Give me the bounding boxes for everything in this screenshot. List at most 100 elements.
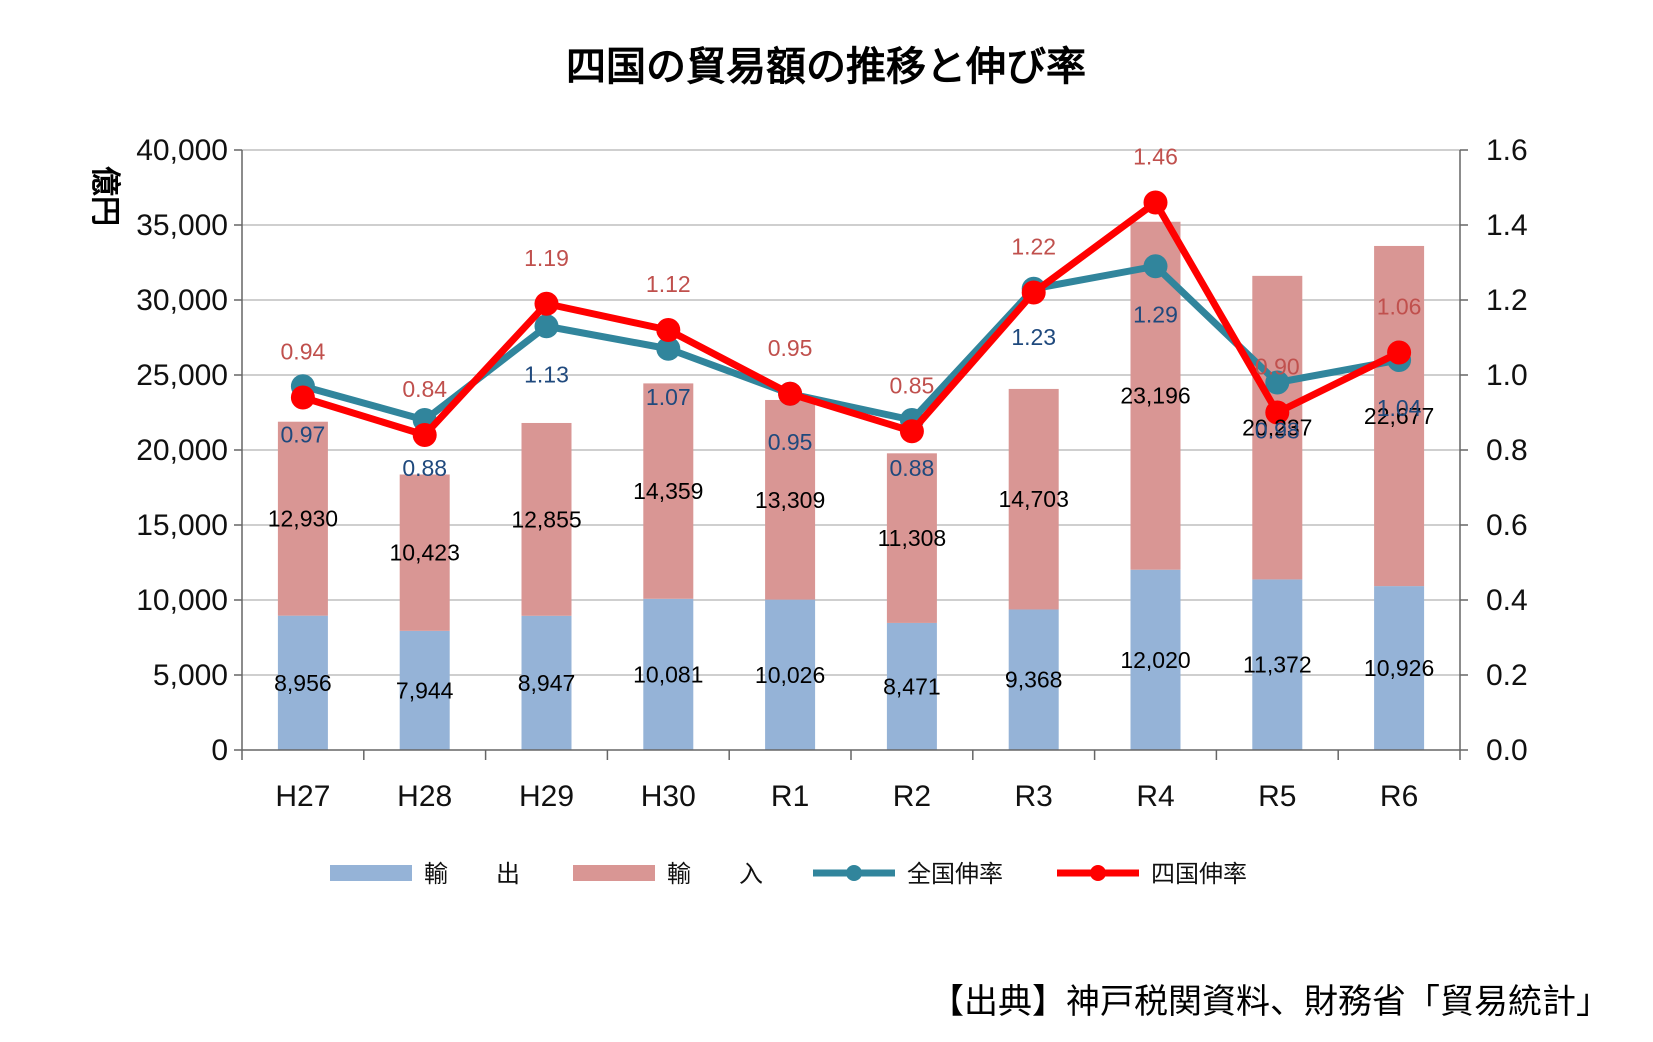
import-value-label: 14,703: [999, 486, 1069, 512]
x-tick-label: H27: [275, 780, 330, 813]
y2-tick-label: 1.6: [1486, 134, 1528, 167]
export-value-label: 10,081: [633, 661, 703, 687]
x-tick-label: H28: [397, 780, 452, 813]
shikoku-rate-point: [1021, 280, 1046, 305]
shikoku-rate-point: [778, 381, 803, 406]
export-bar: [765, 599, 816, 750]
national-rate-label: 0.98: [1255, 418, 1300, 444]
import-value-label: 12,855: [511, 506, 581, 532]
national-rate-label: 0.88: [402, 455, 447, 481]
import-bar: [1374, 245, 1425, 587]
shikoku-rate-point: [1387, 340, 1412, 365]
national-rate-label: 0.95: [768, 429, 813, 455]
shikoku-rate-point: [656, 318, 681, 342]
legend-export-swatch: [330, 865, 412, 881]
bar-layer: [277, 221, 1425, 750]
national-rate-label: 0.88: [890, 455, 935, 481]
export-value-label: 8,471: [883, 673, 941, 699]
national-rate-point: [656, 336, 681, 361]
x-tick-label: R6: [1380, 780, 1418, 813]
y2-tick-label: 0.2: [1486, 659, 1528, 692]
y-tick-label: 25,000: [136, 359, 228, 392]
import-bar: [886, 453, 937, 623]
legend-national-rate-marker: [846, 865, 862, 881]
shikoku-rate-label: 1.22: [1011, 234, 1056, 260]
y2-tick-label: 1.2: [1486, 284, 1528, 317]
import-bar: [277, 421, 328, 616]
y2-tick-label: 0.8: [1486, 434, 1528, 467]
export-value-label: 7,944: [396, 677, 454, 703]
national-rate-point: [1265, 370, 1290, 395]
import-value-label: 20,237: [1242, 415, 1312, 441]
national-rate-point: [1143, 254, 1168, 279]
export-bar: [643, 598, 694, 750]
shikoku-rate-line: [301, 199, 1401, 439]
import-value-label: 10,423: [390, 540, 460, 566]
import-bar: [1008, 388, 1059, 610]
line-layer: [290, 190, 1412, 447]
national-rate-point: [534, 314, 559, 339]
national-rate-label: 0.97: [281, 421, 326, 447]
shikoku-rate-point: [1265, 400, 1290, 425]
national-rate-label: 1.07: [646, 384, 691, 410]
import-bar: [1252, 275, 1303, 580]
import-bar: [399, 474, 450, 631]
import-bar: [643, 383, 694, 599]
export-bar: [1130, 569, 1181, 750]
x-tick-label: R2: [893, 780, 931, 813]
x-tick-label: R3: [1015, 780, 1053, 813]
export-bar: [886, 622, 937, 750]
y-tick-label: 10,000: [136, 584, 228, 617]
legend: 輸 出 輸 入 全国伸率 四国伸率: [330, 860, 1247, 888]
y-tick-label: 5,000: [153, 659, 228, 692]
import-bar: [765, 399, 816, 600]
shikoku-rate-point: [290, 385, 315, 410]
national-rate-label: 1.04: [1377, 395, 1422, 421]
shikoku-rate-point: [1143, 190, 1168, 215]
x-tick-label: R5: [1258, 780, 1296, 813]
export-bar: [1252, 579, 1303, 750]
y2-tick-label: 1.0: [1486, 359, 1528, 392]
export-bar: [399, 630, 450, 750]
legend-export-label: 輸 出: [424, 860, 520, 888]
y-tick-label: 15,000: [136, 509, 228, 542]
source-note: 【出典】神戸税関資料、財務省「貿易統計」: [930, 982, 1610, 1022]
y-tick-label: 20,000: [136, 434, 228, 467]
y2-tick-label: 1.4: [1486, 209, 1528, 242]
legend-import-swatch: [573, 865, 655, 881]
shikoku-rate-point: [534, 291, 559, 316]
shikoku-rate-point: [899, 419, 924, 444]
shikoku-rate-label: 1.19: [524, 245, 569, 271]
chart-title: 四国の貿易額の推移と伸び率: [566, 44, 1086, 90]
national-rate-label: 1.23: [1011, 324, 1056, 350]
import-value-label: 13,309: [755, 487, 825, 513]
x-tick-label: R1: [771, 780, 809, 813]
x-tick-label: R4: [1136, 780, 1174, 813]
legend-national-rate-label: 全国伸率: [907, 860, 1003, 888]
shikoku-rate-label: 0.84: [402, 376, 447, 402]
import-value-label: 22,677: [1364, 403, 1434, 429]
y-tick-label: 35,000: [136, 209, 228, 242]
export-value-label: 10,926: [1364, 655, 1434, 681]
legend-import-label: 輸 入: [667, 860, 763, 888]
export-value-label: 9,368: [1005, 667, 1063, 693]
export-value-label: 12,020: [1120, 647, 1190, 673]
y2-tick-label: 0.6: [1486, 509, 1528, 542]
export-value-label: 10,026: [755, 662, 825, 688]
y-tick-label: 0: [211, 734, 228, 767]
axes: 0 5,000 10,000 15,000 20,000 25,000 30,000 35,0…: [136, 134, 1527, 813]
import-value-label: 12,930: [268, 506, 338, 532]
shikoku-rate-label: 0.95: [768, 335, 813, 361]
national-rate-label: 1.13: [524, 361, 569, 387]
shikoku-rate-point: [412, 423, 437, 447]
shikoku-rate-label: 0.94: [281, 339, 326, 365]
shikoku-rate-label: 1.46: [1133, 144, 1178, 170]
import-value-label: 11,308: [878, 525, 947, 551]
import-value-label: 14,359: [633, 478, 703, 504]
export-value-label: 8,956: [274, 670, 332, 696]
x-tick-label: H29: [519, 780, 574, 813]
shikoku-rate-label: 1.12: [646, 271, 691, 297]
shikoku-rate-label: 1.06: [1377, 294, 1422, 320]
export-bar: [1374, 586, 1425, 750]
